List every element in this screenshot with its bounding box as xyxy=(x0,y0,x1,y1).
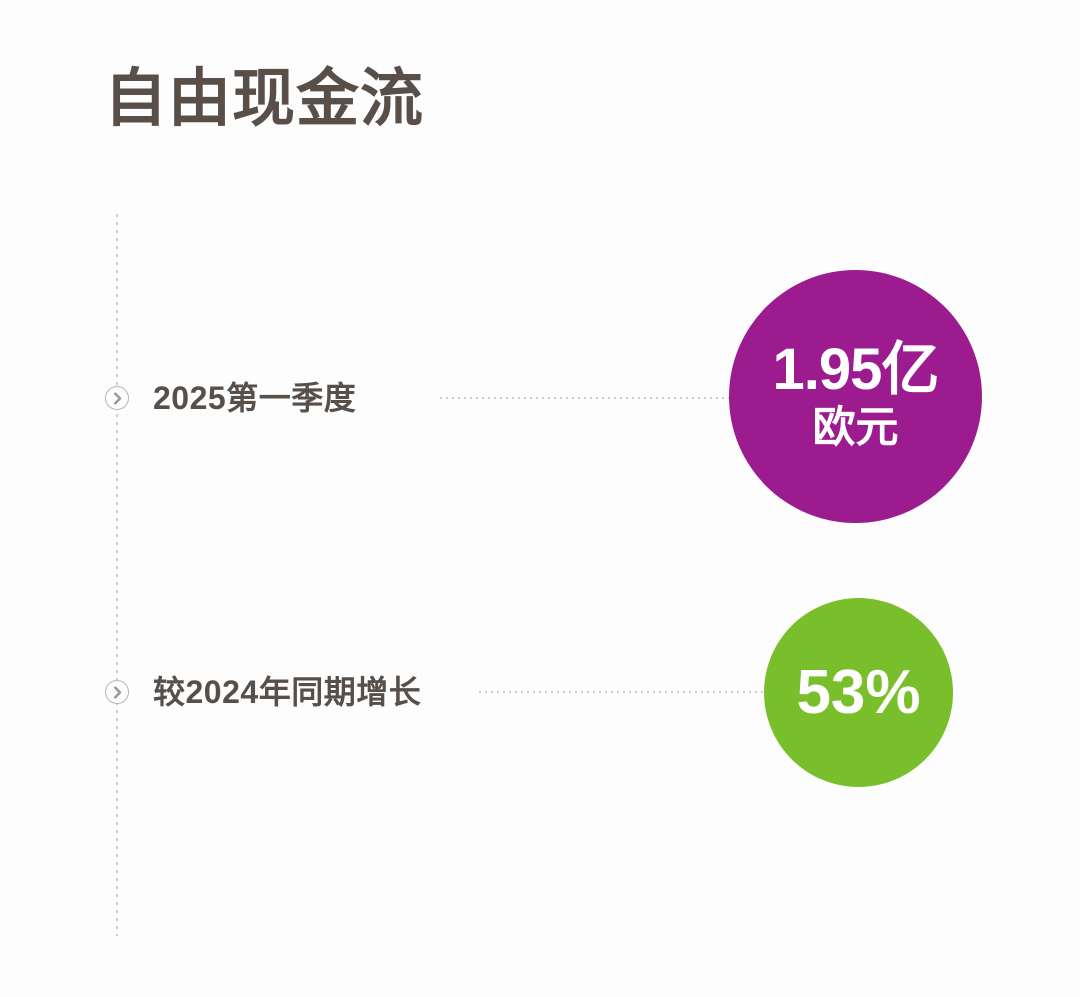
value-secondary: 欧元 xyxy=(812,404,899,453)
value-primary: 53% xyxy=(796,657,921,727)
value-primary: 1.95亿 xyxy=(772,337,940,403)
dotted-connector-line xyxy=(479,691,767,693)
metric-label: 较2024年同期增长 xyxy=(153,674,422,710)
page-title: 自由现金流 xyxy=(104,64,424,134)
value-bubble-green: 53% xyxy=(764,598,953,787)
metric-label: 2025第一季度 xyxy=(153,380,357,416)
circle-chevron-right-icon xyxy=(105,680,129,704)
circle-chevron-right-icon xyxy=(105,386,129,410)
value-bubble-purple: 1.95亿 欧元 xyxy=(729,270,982,523)
timeline-vertical-dotted-axis xyxy=(116,214,118,936)
dotted-connector-line xyxy=(440,397,732,399)
